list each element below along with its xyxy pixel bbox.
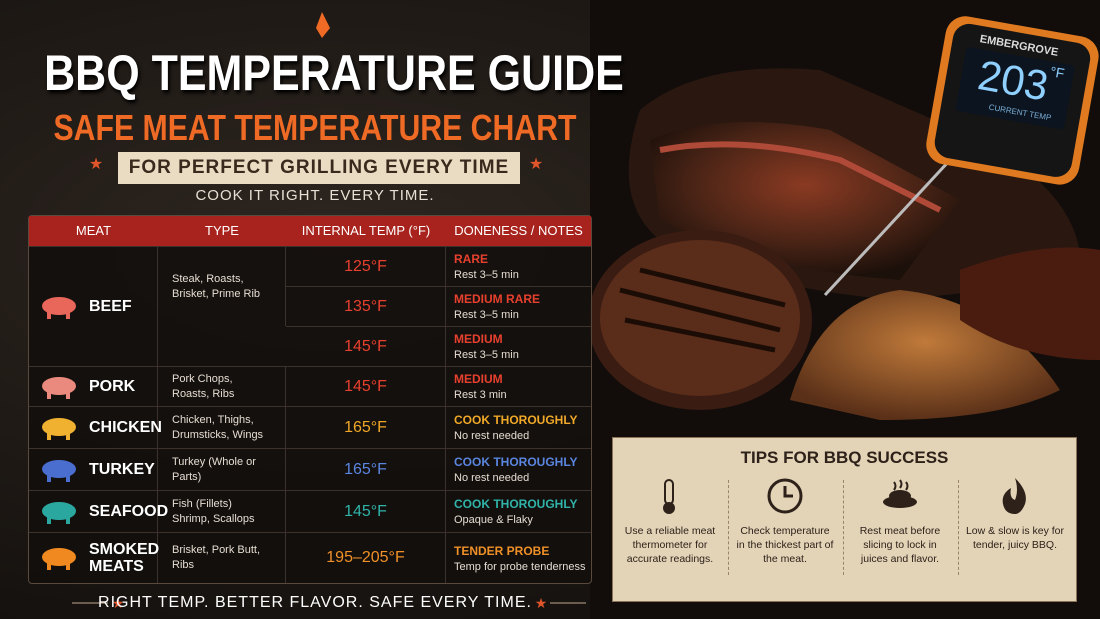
internal-temp: 165°F <box>286 448 446 490</box>
internal-temp: 145°F <box>286 490 446 532</box>
svg-text:★: ★ <box>529 156 543 173</box>
meat-icon <box>42 501 76 524</box>
doneness-cell: MEDIUM Rest 3–5 min <box>446 326 591 366</box>
doneness-cell: COOK THOROUGHLY No rest needed <box>446 448 591 490</box>
svg-text:★: ★ <box>89 156 103 173</box>
rest-note: No rest needed <box>454 472 530 484</box>
doneness: COOK THOROUGHLY <box>454 455 578 469</box>
footer: RIGHT TEMP. BETTER FLAVOR. SAFE EVERY TI… <box>98 594 532 611</box>
doneness-cell: RARE Rest 3–5 min <box>446 246 591 286</box>
rest-note: No rest needed <box>454 430 530 442</box>
tip-icon <box>1002 478 1026 514</box>
internal-temp: 145°F <box>286 326 446 366</box>
meat-name: SMOKED MEATS <box>89 541 160 575</box>
rest-note: Rest 3–5 min <box>454 269 519 281</box>
meat-type: Pork Chops, Roasts, Ribs <box>158 366 286 406</box>
tips-panel: TIPS FOR BBQ SUCCESS Use a reliable meat… <box>612 437 1077 602</box>
meat-name: BEEF <box>89 298 132 315</box>
doneness-cell: COOK THOROUGHLY Opaque & Flaky <box>446 490 591 532</box>
internal-temp: 135°F <box>286 286 446 326</box>
tips-title: TIPS FOR BBQ SUCCESS <box>740 448 949 467</box>
svg-text:★: ★ <box>112 595 125 611</box>
meat-cell: SEAFOOD <box>29 490 169 532</box>
meat-icon <box>42 459 76 482</box>
tip-text: Rest meat before slicing to lock in juic… <box>859 525 941 565</box>
tagline: COOK IT RIGHT. EVERY TIME. <box>195 187 435 204</box>
doneness: COOK THOROUGHLY <box>454 497 578 511</box>
tip-divider <box>843 480 844 575</box>
meat-type: Turkey (Whole or Parts) <box>158 448 286 490</box>
tip-icon <box>663 479 675 514</box>
rest-note: Rest 3 min <box>454 389 507 401</box>
rest-note: Opaque & Flaky <box>454 514 533 526</box>
meat-icon <box>42 417 76 440</box>
meat-type: Chicken, Thighs, Drumsticks, Wings <box>158 406 286 448</box>
banner: FOR PERFECT GRILLING EVERY TIME <box>118 152 520 184</box>
meat-type: Brisket, Pork Butt, Ribs <box>158 532 286 583</box>
tip-divider <box>728 480 729 575</box>
tip-icon <box>767 478 803 514</box>
meat-type: Steak, Roasts, Brisket, Prime Rib <box>158 246 286 326</box>
doneness-cell: MEDIUM Rest 3 min <box>446 366 591 406</box>
rest-note: Temp for probe tenderness <box>454 560 586 573</box>
doneness-cell: MEDIUM RARE Rest 3–5 min <box>446 286 591 326</box>
rest-note: Rest 3–5 min <box>454 309 519 321</box>
doneness: MEDIUM <box>454 372 503 386</box>
internal-temp: 195–205°F <box>286 532 446 583</box>
meat-name: SEAFOOD <box>89 503 169 520</box>
internal-temp: 145°F <box>286 366 446 406</box>
meat-name: CHICKEN <box>89 419 162 436</box>
svg-text:★: ★ <box>535 595 548 611</box>
tip-text: Check temperature in the thickest part o… <box>736 525 834 565</box>
meat-name: PORK <box>89 378 136 395</box>
meat-type: Fish (Fillets) Shrimp, Scallops <box>158 490 286 532</box>
internal-temp: 125°F <box>286 246 446 286</box>
title: BBQ TEMPERATURE GUIDE <box>44 45 624 101</box>
column-header: TYPE <box>158 216 286 246</box>
doneness: RARE <box>454 252 489 266</box>
rest-note: Rest 3–5 min <box>454 349 519 361</box>
meat-cell: BEEF <box>29 246 158 366</box>
doneness: MEDIUM RARE <box>454 292 540 306</box>
internal-temp: 165°F <box>286 406 446 448</box>
meat-icon <box>42 376 76 399</box>
meat-cell: PORK <box>29 366 158 406</box>
column-header: DONENESS / NOTES <box>446 216 591 246</box>
tip-text: Low & slow is key for tender, juicy BBQ. <box>965 525 1065 551</box>
column-header: MEAT <box>29 216 158 246</box>
column-header: INTERNAL TEMP (°F) <box>286 216 446 246</box>
doneness-cell: COOK THOROUGHLY No rest needed <box>446 406 591 448</box>
meat-cell: TURKEY <box>29 448 158 490</box>
thermometer-unit: °F <box>1048 63 1066 82</box>
doneness: TENDER PROBE <box>454 543 550 558</box>
meat-cell: CHICKEN <box>29 406 162 448</box>
meat-icon <box>42 548 76 570</box>
doneness-cell: TENDER PROBE Temp for probe tenderness <box>446 532 591 583</box>
temperature-table: MEAT TYPE INTERNAL TEMP (°F) DONENESS / NOT… <box>28 215 592 584</box>
subtitle: SAFE MEAT TEMPERATURE CHART <box>53 107 577 148</box>
tip-text: Use a reliable meat thermometer for accu… <box>624 525 716 565</box>
doneness: MEDIUM <box>454 332 503 346</box>
tip-divider <box>958 480 959 575</box>
doneness: COOK THOROUGHLY <box>454 413 578 427</box>
meat-name: TURKEY <box>89 461 155 478</box>
meat-icon <box>42 296 76 319</box>
meat-cell: SMOKED MEATS <box>29 532 160 583</box>
tip-icon <box>883 479 917 508</box>
